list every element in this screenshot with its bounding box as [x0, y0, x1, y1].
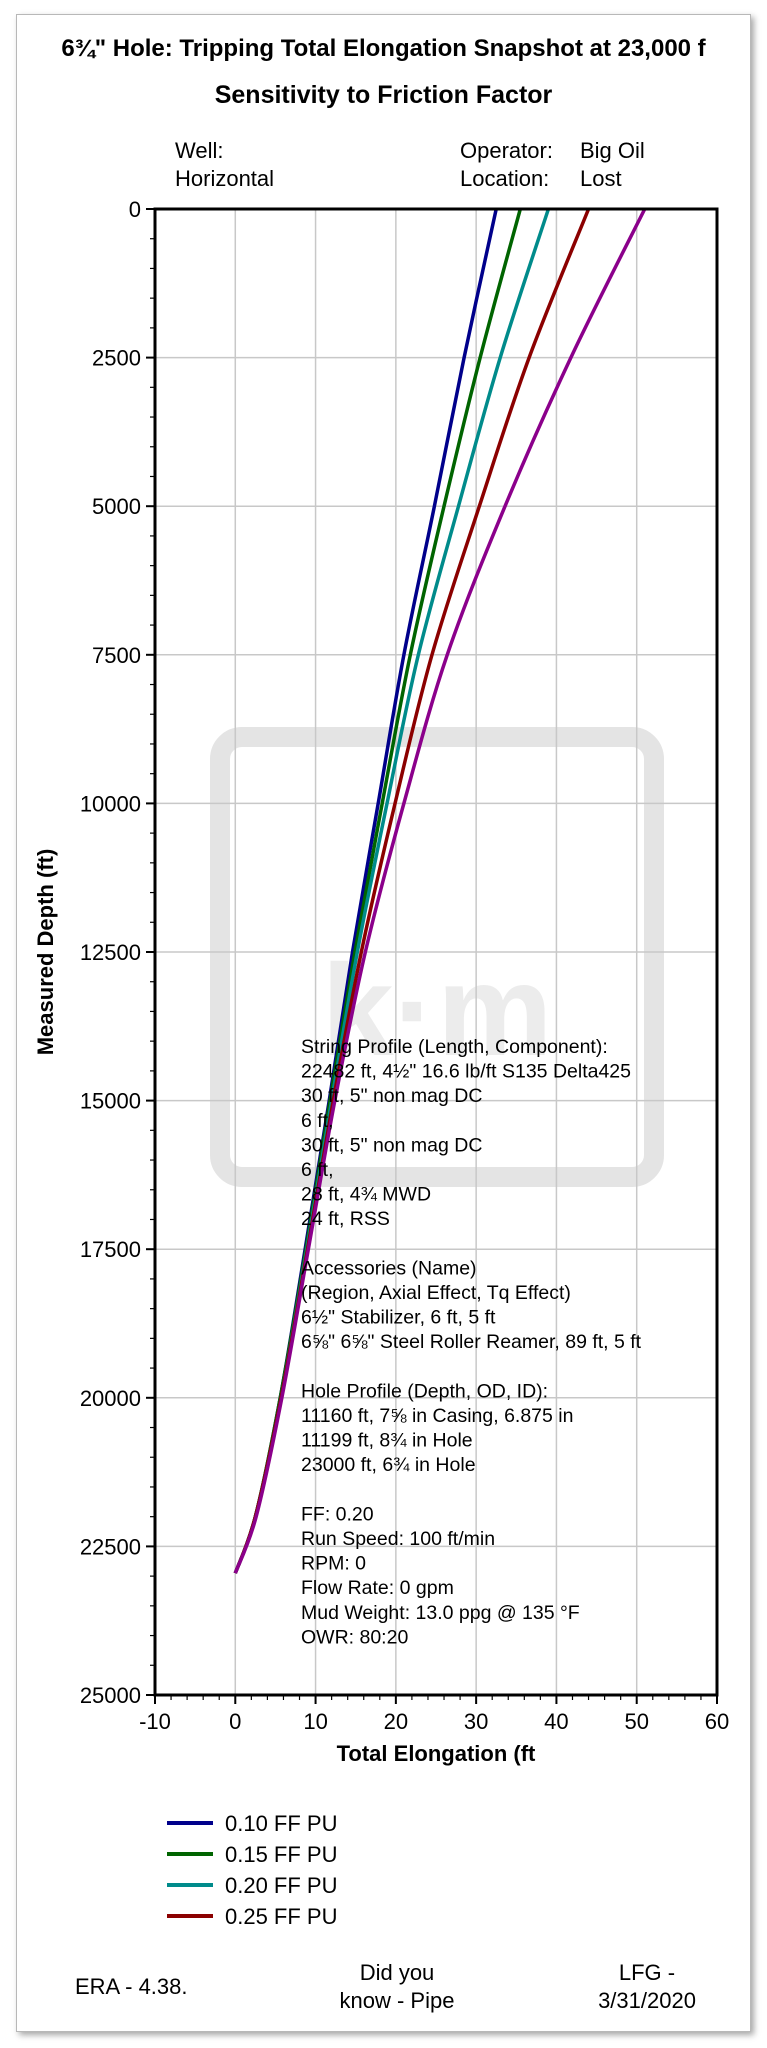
x-tick-label: 40: [544, 1709, 568, 1734]
annotation-line: FF: 0.20: [301, 1503, 374, 1525]
annotation-line: 6½" Stabilizer, 6 ft, 5 ft: [301, 1307, 496, 1329]
series-line: [233, 208, 551, 1574]
x-tick-label: -10: [139, 1709, 171, 1734]
annotation-line: Hole Profile (Depth, OD, ID):: [301, 1380, 548, 1402]
y-tick-label: 17500: [80, 1237, 141, 1262]
footer-center-line1: Did you: [359, 1960, 435, 1985]
chart-subtitle: Sensitivity to Friction Factor: [214, 81, 553, 109]
annotation-line: Flow Rate: 0 gpm: [301, 1577, 454, 1599]
y-tick-label: 5000: [92, 494, 141, 519]
footer-right-line1: LFG -: [618, 1960, 676, 1985]
annotation-line: 11199 ft, 8¾ in Hole: [301, 1430, 473, 1452]
y-tick-label: 15000: [80, 1089, 141, 1114]
y-tick-label: 7500: [92, 643, 141, 668]
operator-value: Big Oil: [580, 138, 645, 163]
x-tick-label: 10: [303, 1709, 327, 1734]
annotation-line: 6⅝" 6⅝" Steel Roller Reamer, 89 ft, 5 ft: [301, 1331, 642, 1353]
annotation-line: OWR: 80:20: [301, 1626, 408, 1648]
y-tick-label: 20000: [80, 1386, 141, 1411]
legend: 0.10 FF PU 0.15 FF PU 0.20 FF PU 0.25 FF PU…: [167, 1811, 337, 1929]
y-tick-label: 25000: [80, 1683, 141, 1708]
report-frame: 6¾" Hole: Tripping Total Elongation Snap…: [16, 14, 751, 2032]
x-axis-ticks: -10 0 10 20 30 40 50 60: [139, 1695, 729, 1734]
x-axis-label: Total Elongation (ft: [337, 1741, 536, 1766]
annotation-text: String Profile (Length, Component): 22482…: [301, 1036, 642, 1648]
operator-label: Operator:: [460, 138, 553, 163]
annotation-line: RPM: 0: [301, 1553, 366, 1575]
annotation-line: (Region, Axial Effect, Tq Effect): [301, 1282, 571, 1304]
footer-right: LFG - 3/31/2020: [577, 1959, 717, 2015]
operator-label-block: Operator: Location:: [460, 137, 553, 193]
annotation-line: 6 ft,: [301, 1110, 334, 1132]
series-lines: [233, 208, 647, 1574]
well-value: Horizontal: [175, 166, 275, 191]
annotation-line: 28 ft, 4¾ MWD: [301, 1184, 431, 1206]
footer-center-line2: know - Pipe: [339, 1988, 455, 2013]
plot-border: [153, 207, 719, 1697]
annotation-line: 24 ft, RSS: [301, 1208, 390, 1230]
annotation-line: 30 ft, 5" non mag DC: [301, 1085, 482, 1107]
annotation-line: 23000 ft, 6¾ in Hole: [301, 1454, 476, 1476]
annotation-line: 22482 ft, 4½" 16.6 lb/ft S135 Delta425: [301, 1061, 631, 1083]
annotation-line: 6 ft,: [301, 1159, 334, 1181]
elongation-chart: k·m 025005000750010000125001500017500200…: [33, 197, 729, 1929]
y-tick-label: 0: [129, 197, 141, 222]
annotation-line: 30 ft, 5" non mag DC: [301, 1134, 482, 1156]
annotation-line: 11160 ft, 7⅝ in Casing, 6.875 in: [301, 1405, 573, 1427]
annotation-line: Accessories (Name): [301, 1257, 477, 1279]
footer-center: Did you know - Pipe: [297, 1959, 497, 2015]
x-tick-label: 30: [464, 1709, 488, 1734]
x-tick-label: 0: [229, 1709, 241, 1734]
y-axis-label: Measured Depth (ft): [33, 849, 58, 1056]
well-label: Well:: [175, 138, 224, 163]
chart-title: 6¾" Hole: Tripping Total Elongation Snap…: [61, 35, 706, 62]
series-line: [233, 208, 647, 1574]
x-tick-label: 20: [384, 1709, 408, 1734]
y-tick-label: 10000: [80, 791, 141, 816]
operator-value-block: Big Oil Lost: [580, 137, 645, 193]
legend-label: 0.10 FF PU: [225, 1811, 337, 1836]
y-tick-label: 22500: [80, 1534, 141, 1559]
footer-left: ERA - 4.38.: [75, 1974, 188, 1999]
x-tick-label: 50: [624, 1709, 648, 1734]
footer-right-line2: 3/31/2020: [598, 1988, 696, 2013]
legend-label: 0.20 FF PU: [225, 1873, 337, 1898]
y-tick-label: 12500: [80, 940, 141, 965]
y-axis-ticks: 0 2500 5000 7500 10000 12500 15000 17500 20000 22…: [80, 197, 155, 1708]
location-label: Location:: [460, 166, 550, 191]
well-block: Well: Horizontal: [175, 137, 274, 193]
annotation-line: Run Speed: 100 ft/min: [301, 1528, 495, 1550]
x-tick-label: 60: [705, 1709, 729, 1734]
location-value: Lost: [580, 166, 622, 191]
legend-label: 0.15 FF PU: [225, 1842, 337, 1867]
series-line: [233, 208, 522, 1574]
annotation-line: Mud Weight: 13.0 ppg @ 135 °F: [301, 1602, 580, 1624]
y-tick-label: 2500: [92, 346, 141, 371]
legend-label: 0.25 FF PU: [225, 1904, 337, 1929]
watermark-logo: k·m: [210, 727, 664, 1187]
annotation-line: String Profile (Length, Component):: [301, 1036, 608, 1058]
